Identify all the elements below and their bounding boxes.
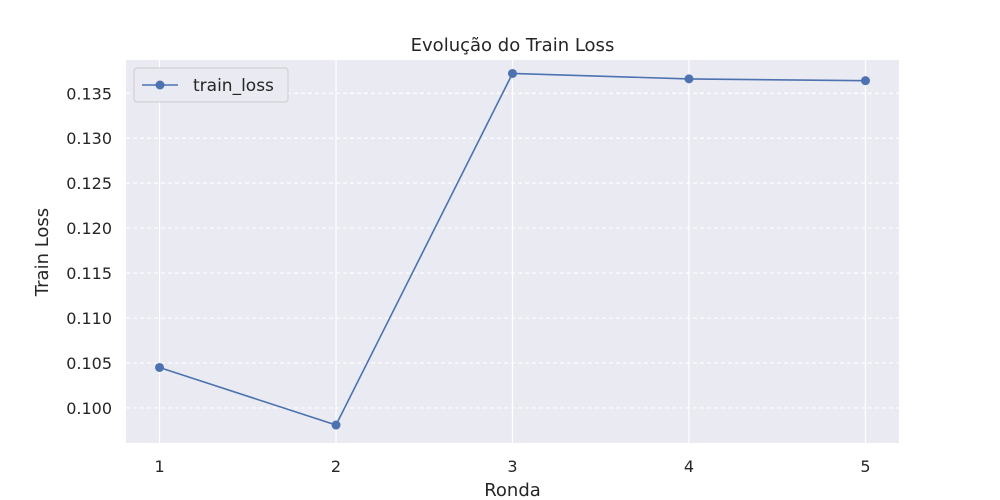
legend-box [133,67,289,103]
vertical-gridlines [158,60,867,443]
data-point [860,76,870,86]
y-axis-label: Train Loss [32,208,53,297]
x-axis-label: Ronda [484,480,541,500]
data-point [331,420,341,430]
y-tick-label: 0.115 [66,264,112,283]
legend-point-marker [155,80,165,90]
x-tick-labels: 1 2 3 4 5 [154,457,870,476]
horizontal-gridlines [126,92,899,409]
series-layer [155,68,870,430]
y-tick-label: 0.125 [66,174,112,193]
y-tick-label: 0.135 [66,84,112,103]
x-tick-label: 4 [684,457,694,476]
legend-label: train_loss [193,76,274,96]
data-point [508,68,517,78]
data-point [155,362,165,372]
y-tick-labels: 0.100 0.105 0.110 0.115 0.120 0.125 0.130 0.135 [66,84,112,418]
chart-title: Evolução do Train Loss [411,35,615,56]
legend: train_loss [133,67,289,103]
y-tick-label: 0.120 [66,219,112,238]
y-tick-label: 0.130 [66,129,112,148]
x-tick-label: 5 [860,457,870,476]
y-tick-label: 0.110 [66,309,112,328]
y-tick-label: 0.105 [66,354,112,373]
data-point [684,74,694,84]
y-tick-label: 0.100 [66,399,112,418]
x-tick-label: 2 [331,457,341,476]
x-tick-label: 3 [507,457,517,476]
x-tick-label: 1 [154,457,164,476]
